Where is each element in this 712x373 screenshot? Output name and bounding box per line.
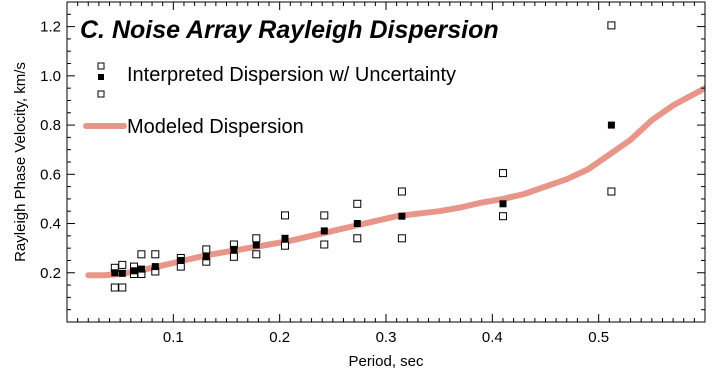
legend-label-interpreted: Interpreted Dispersion w/ Uncertainty — [127, 64, 456, 86]
uncertainty-lower-marker — [353, 234, 362, 243]
uncertainty-upper-marker — [252, 234, 261, 243]
uncertainty-upper-marker — [118, 260, 127, 269]
y-tick-label: 0.4 — [40, 216, 61, 233]
uncertainty-lower-marker — [176, 262, 185, 271]
y-tick-label: 1.2 — [40, 19, 61, 36]
uncertainty-upper-marker — [607, 21, 616, 30]
uncertainty-lower-marker — [607, 187, 616, 196]
uncertainty-lower-marker — [397, 234, 406, 243]
legend-label-modeled: Modeled Dispersion — [127, 116, 304, 138]
interpreted-point — [118, 269, 126, 277]
interpreted-point — [230, 245, 238, 253]
legend: Interpreted Dispersion w/ Uncertainty Mo… — [83, 62, 456, 138]
uncertainty-upper-marker — [151, 250, 160, 259]
chart-title: C. Noise Array Rayleigh Dispersion — [80, 16, 499, 44]
interpreted-point — [177, 257, 185, 264]
x-tick-label: 0.2 — [269, 329, 290, 346]
uncertainty-upper-marker — [320, 211, 329, 220]
y-tick-label: 1.0 — [40, 68, 61, 85]
uncertainty-lower-marker — [499, 212, 507, 221]
uncertainty-lower-marker — [252, 250, 261, 259]
uncertainty-upper-marker — [353, 199, 362, 208]
interpreted-point — [111, 269, 119, 277]
uncertainty-upper-marker — [202, 245, 211, 254]
interpreted-point — [320, 227, 328, 235]
interpreted-point — [202, 253, 210, 261]
interpreted-point — [281, 234, 289, 242]
interpreted-point — [252, 241, 260, 249]
uncertainty-lower-marker — [281, 241, 289, 250]
y-tick-label: 0.8 — [40, 117, 61, 134]
legend-marker-lower — [97, 90, 105, 98]
x-tick-label: 0.4 — [482, 329, 503, 346]
x-tick-label: 0.5 — [588, 329, 609, 346]
interpreted-point — [151, 263, 159, 271]
uncertainty-upper-marker — [397, 187, 406, 196]
interpreted-point — [130, 267, 138, 275]
legend-marker-value — [98, 74, 104, 80]
uncertainty-lower-marker — [320, 240, 329, 249]
uncertainty-lower-marker — [229, 252, 238, 261]
uncertainty-upper-marker — [499, 169, 507, 178]
uncertainty-upper-marker — [137, 250, 146, 259]
uncertainty-upper-marker — [281, 211, 289, 220]
interpreted-point — [137, 265, 145, 273]
x-tick-label: 0.3 — [376, 329, 397, 346]
y-axis-title: Rayleigh Phase Velocity, km/s — [12, 62, 29, 262]
x-tick-label: 0.1 — [163, 329, 184, 346]
y-tick-label: 0.6 — [40, 166, 61, 183]
interpreted-point — [499, 200, 507, 208]
uncertainty-lower-marker — [118, 283, 127, 292]
x-axis-title: Period, sec — [348, 353, 424, 370]
plot-frame — [66, 1, 706, 323]
interpreted-point — [398, 212, 406, 220]
uncertainty-lower-marker — [110, 283, 119, 292]
legend-marker-upper — [97, 62, 105, 70]
interpreted-point — [353, 220, 361, 227]
interpreted-point — [607, 121, 615, 129]
y-tick-label: 0.2 — [40, 265, 61, 282]
